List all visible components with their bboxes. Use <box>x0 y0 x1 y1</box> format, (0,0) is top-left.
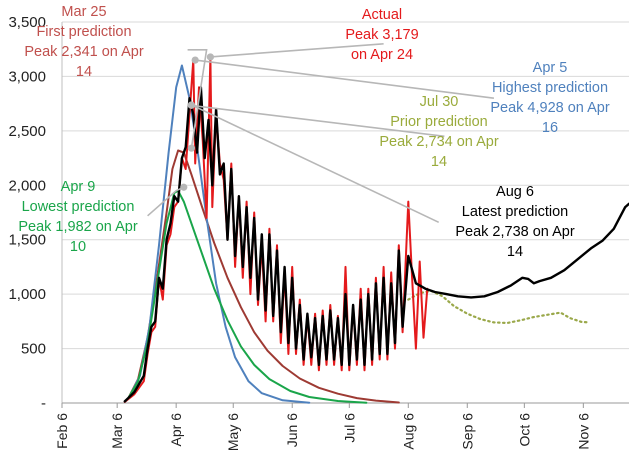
x-tick-label: Sep 6 <box>459 413 475 450</box>
annotation-leader <box>191 104 445 138</box>
x-tick-label: Jun 6 <box>284 413 300 447</box>
annotation-line: Lowest prediction <box>22 199 135 215</box>
annotation-lowest: Apr 9 Lowest prediction Peak 1,982 on Apr 1… <box>18 179 137 255</box>
y-tick-label: 2,000 <box>8 177 46 194</box>
annotation-line: Apr 9 <box>61 179 96 195</box>
annotation-line: First prediction <box>36 24 131 40</box>
annotation-marker <box>206 53 215 61</box>
annotation-line: Peak 3,179 <box>345 27 418 43</box>
y-tick-label: - <box>41 395 46 412</box>
annotation-first: Mar 25 First prediction Peak 2,341 on Apr 1… <box>24 4 143 80</box>
annotation-line: Peak 2,341 on Apr <box>24 44 143 60</box>
annotation-line: Highest prediction <box>492 80 608 96</box>
annotation-line: on Apr 24 <box>351 47 413 63</box>
y-tick-label: 3,500 <box>8 14 46 31</box>
annotation-line: Latest prediction <box>462 204 568 220</box>
annotation-latest: Aug 6 Latest prediction Peak 2,738 on Apr 1… <box>455 184 574 260</box>
annotation-line: Mar 25 <box>61 4 106 20</box>
annotation-line: Peak 1,982 on Apr <box>18 219 137 235</box>
x-axis: Feb 6 Mar 6 Apr 6 May 6 Jun 6 Jul 6 Aug 6 Sep 6… <box>54 402 629 451</box>
annotation-line: Prior prediction <box>390 114 488 130</box>
y-tick-label: 500 <box>21 341 46 358</box>
x-tick-label: May 6 <box>225 413 241 451</box>
x-tick-label: Nov 6 <box>575 413 591 450</box>
annotation-leader <box>210 43 384 58</box>
annotation-line: Jul 30 <box>420 94 459 110</box>
annotation-line: 14 <box>76 64 92 80</box>
x-tick-label: Feb 6 <box>54 413 70 449</box>
series-line <box>127 189 368 404</box>
annotation-line: Peak 2,734 on Apr <box>379 134 498 150</box>
annotation-line: Peak 2,738 on Apr <box>455 224 574 240</box>
annotation-leader <box>187 49 208 149</box>
y-tick-label: 1,500 <box>8 232 46 249</box>
x-tick-label: Mar 6 <box>109 413 125 449</box>
annotation-actual: Actual Peak 3,179 on Apr 24 <box>345 7 418 63</box>
annotation-prior: Jul 30 Prior prediction Peak 2,734 on Apr 1… <box>379 94 498 170</box>
annotation-marker <box>180 183 188 191</box>
annotation-line: 14 <box>507 244 523 260</box>
x-tick-label: Jul 6 <box>341 413 357 443</box>
x-tick-label: Aug 6 <box>400 413 416 450</box>
annotation-marker <box>187 144 195 152</box>
annotation-line: 10 <box>70 239 86 255</box>
annotations: Mar 25 First prediction Peak 2,341 on Apr 1… <box>18 4 609 260</box>
annotation-line: Peak 4,928 on Apr <box>490 100 609 116</box>
annotation-marker <box>187 101 195 109</box>
y-tick-label: 3,000 <box>8 68 46 85</box>
annotation-line: Actual <box>362 7 402 23</box>
annotation-line: Apr 5 <box>533 60 568 76</box>
x-tick-label: Oct 6 <box>516 413 532 447</box>
y-tick-label: 2,500 <box>8 123 46 140</box>
y-tick-label: 1,000 <box>8 286 46 303</box>
annotation-leader <box>195 59 495 99</box>
annotation-leaders <box>147 43 495 224</box>
series-line <box>127 149 400 404</box>
annotation-leader <box>191 104 440 224</box>
annotation-line: 14 <box>431 154 447 170</box>
x-tick-label: Apr 6 <box>168 413 184 447</box>
series-line <box>407 289 591 325</box>
y-axis: - 500 1,000 1,500 2,000 2,500 3,000 3,500 <box>8 14 63 412</box>
annotation-highest: Apr 5 Highest prediction Peak 4,928 on Apr… <box>490 60 609 136</box>
annotation-line: Aug 6 <box>496 184 534 200</box>
annotation-line: 16 <box>542 120 558 136</box>
annotation-marker <box>191 56 199 64</box>
